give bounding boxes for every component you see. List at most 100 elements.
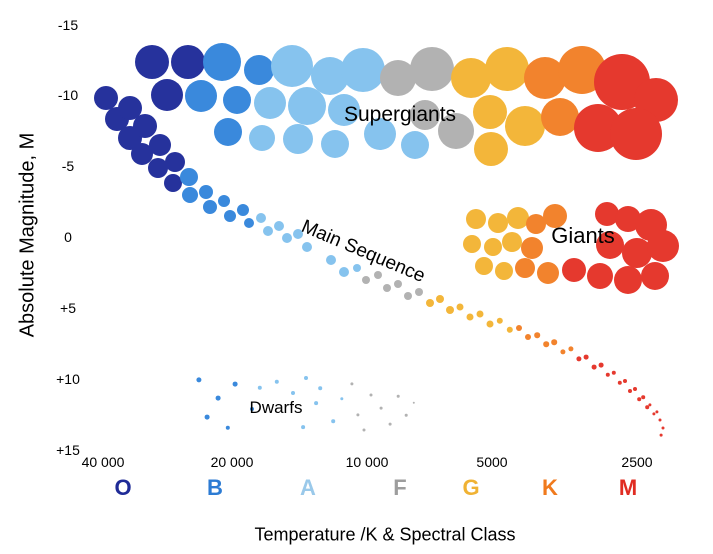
main-sequence-star <box>149 134 171 156</box>
main-sequence-star <box>180 168 198 186</box>
dwarf-star <box>205 415 210 420</box>
region-label: Dwarfs <box>250 398 303 418</box>
dwarf-star <box>350 382 353 385</box>
dwarf-star <box>318 386 322 390</box>
supergiant-star <box>151 79 183 111</box>
main-sequence-star <box>659 419 662 422</box>
main-sequence-star <box>662 427 665 430</box>
giant-star <box>495 262 513 280</box>
y-axis-title: Absolute Magnitude, M <box>17 133 40 338</box>
main-sequence-star <box>374 271 382 279</box>
main-sequence-star <box>394 280 402 288</box>
supergiant-star <box>505 106 545 146</box>
dwarf-star <box>275 380 279 384</box>
main-sequence-star <box>612 371 616 375</box>
main-sequence-star <box>404 292 412 300</box>
giant-star <box>475 257 493 275</box>
giant-star <box>641 262 669 290</box>
supergiant-star <box>473 95 507 129</box>
main-sequence-star <box>256 213 266 223</box>
main-sequence-star <box>641 395 645 399</box>
main-sequence-star <box>497 318 503 324</box>
main-sequence-star <box>507 327 513 333</box>
giant-star <box>463 235 481 253</box>
supergiant-star <box>171 45 205 79</box>
supergiant-star <box>474 132 508 166</box>
main-sequence-star <box>446 306 454 314</box>
dwarf-star <box>340 397 343 400</box>
main-sequence-star <box>426 299 434 307</box>
supergiant-star <box>410 47 454 91</box>
main-sequence-star <box>655 410 658 413</box>
dwarf-star <box>233 382 238 387</box>
y-tick-label: +15 <box>56 442 80 458</box>
main-sequence-star <box>628 389 632 393</box>
main-sequence-star <box>660 434 663 437</box>
main-sequence-star <box>516 325 522 331</box>
supergiant-star <box>244 55 274 85</box>
main-sequence-star <box>584 355 589 360</box>
dwarf-star <box>356 413 359 416</box>
hr-diagram: SupergiantsGiantsMain SequenceDwarfs-15-… <box>0 0 713 554</box>
spectral-class-letter: F <box>393 475 406 501</box>
main-sequence-star <box>568 346 573 351</box>
y-tick-label: -10 <box>58 87 78 103</box>
giant-star <box>515 258 535 278</box>
main-sequence-star <box>648 403 651 406</box>
y-tick-label: +10 <box>56 371 80 387</box>
main-sequence-star <box>326 255 336 265</box>
dwarf-star <box>389 423 392 426</box>
spectral-class-letter: G <box>462 475 479 501</box>
main-sequence-star <box>274 221 284 231</box>
spectral-class-letter: A <box>300 475 316 501</box>
dwarf-star <box>363 429 366 432</box>
supergiant-star <box>249 125 275 151</box>
supergiant-star <box>254 87 286 119</box>
main-sequence-star <box>415 288 423 296</box>
x-tick-label: 10 000 <box>346 454 389 470</box>
giant-star <box>521 237 543 259</box>
giant-star <box>484 238 502 256</box>
main-sequence-star <box>487 321 494 328</box>
spectral-class-letter: O <box>114 475 131 501</box>
spectral-class-letter: B <box>207 475 223 501</box>
supergiant-star <box>341 48 385 92</box>
dwarf-star <box>196 377 201 382</box>
y-tick-label: -15 <box>58 17 78 33</box>
dwarf-star <box>301 425 305 429</box>
x-tick-label: 2500 <box>621 454 652 470</box>
main-sequence-star <box>477 311 484 318</box>
main-sequence-star <box>543 341 549 347</box>
main-sequence-star <box>263 226 273 236</box>
supergiant-star <box>135 45 169 79</box>
main-sequence-star <box>457 304 464 311</box>
y-tick-label: +5 <box>60 300 76 316</box>
main-sequence-star <box>339 267 349 277</box>
main-sequence-star <box>599 363 604 368</box>
main-sequence-star <box>165 152 185 172</box>
main-sequence-star <box>576 356 581 361</box>
supergiant-star <box>401 131 429 159</box>
main-sequence-star <box>467 314 474 321</box>
giant-star <box>488 213 508 233</box>
dwarf-star <box>397 395 400 398</box>
dwarf-star <box>331 419 335 423</box>
supergiant-star <box>283 124 313 154</box>
dwarf-star <box>370 394 373 397</box>
supergiant-star <box>485 47 529 91</box>
main-sequence-star <box>436 295 444 303</box>
x-tick-label: 40 000 <box>82 454 125 470</box>
main-sequence-star <box>353 264 361 272</box>
main-sequence-star <box>623 379 627 383</box>
main-sequence-star <box>302 242 312 252</box>
x-tick-label: 5000 <box>476 454 507 470</box>
supergiant-star <box>185 80 217 112</box>
main-sequence-star <box>182 187 198 203</box>
giant-star <box>502 232 522 252</box>
supergiant-star <box>214 118 242 146</box>
dwarf-star <box>304 376 308 380</box>
main-sequence-star <box>592 365 597 370</box>
main-sequence-star <box>237 204 249 216</box>
dwarf-star <box>405 414 408 417</box>
giant-star <box>537 262 559 284</box>
